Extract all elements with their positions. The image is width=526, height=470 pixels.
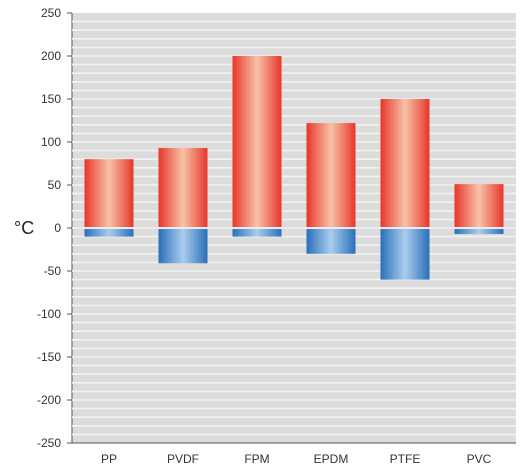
x-tick-label: EPDM [314,452,349,466]
y-tick-label: -50 [44,264,62,278]
x-tick-label: PVC [467,452,492,466]
bar-min-pvc [454,229,504,235]
y-tick-label: 200 [41,49,61,63]
x-tick-label: PVDF [167,452,199,466]
y-axis-ticks: 250 200 150 100 50 0 -50 -100 -150 -200 -250 [37,6,72,450]
x-tick-label: FPM [244,452,269,466]
bar-max-pp [84,159,134,227]
y-tick-label: -250 [37,436,61,450]
bar-max-pvdf [158,148,208,227]
y-tick-label: 0 [54,221,61,235]
bar-min-ptfe [380,229,430,280]
bar-min-epdm [306,229,356,254]
y-tick-label: 50 [48,178,62,192]
y-tick-label: -200 [37,393,61,407]
bar-min-pp [84,229,134,237]
bar-max-fpm [232,56,282,227]
y-tick-label: -100 [37,307,61,321]
bar-max-ptfe [380,99,430,227]
bar-max-epdm [306,123,356,227]
y-axis-unit-label: °C [14,218,34,238]
y-tick-label: -150 [37,350,61,364]
y-tick-label: 100 [41,135,61,149]
x-tick-label: PTFE [390,452,421,466]
y-tick-label: 250 [41,6,61,20]
bars [84,56,504,280]
bar-max-pvc [454,184,504,227]
bar-min-pvdf [158,229,208,264]
gridlines [72,20,516,436]
x-axis-ticks: PP PVDF FPM EPDM PTFE PVC [101,452,492,466]
y-tick-label: 150 [41,92,61,106]
x-tick-label: PP [101,452,117,466]
bar-min-fpm [232,229,282,237]
